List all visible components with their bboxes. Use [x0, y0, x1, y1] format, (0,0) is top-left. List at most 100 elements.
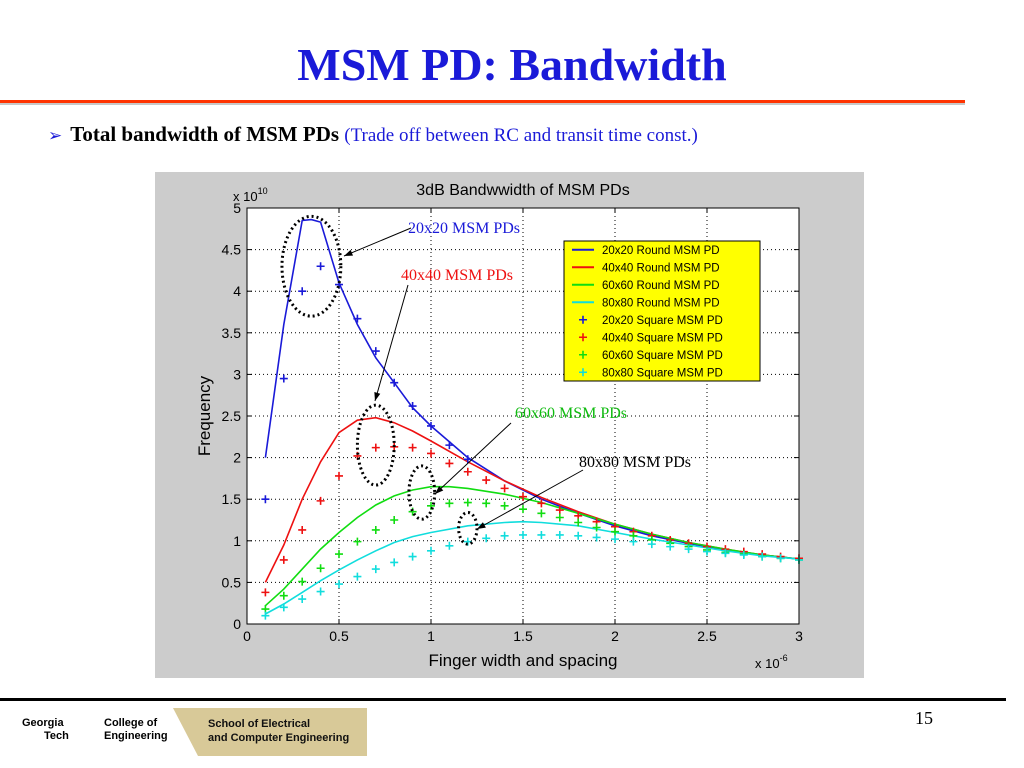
school-name: School of Electrical and Computer Engine…	[208, 717, 349, 745]
series-marker-4	[445, 441, 454, 450]
x-tick-label: 1	[427, 628, 435, 644]
series-marker-5	[482, 476, 491, 485]
series-marker-7	[684, 545, 693, 554]
legend-swatch	[579, 368, 587, 377]
x-tick-label: 0.5	[329, 628, 349, 644]
y-tick-label: 4	[233, 283, 241, 299]
series-marker-4	[298, 287, 307, 296]
bullet-point: ➢ Total bandwidth of MSM PDs (Trade off b…	[48, 122, 698, 147]
series-marker-6	[555, 513, 564, 522]
series-marker-6	[611, 527, 619, 536]
series-marker-6	[390, 516, 399, 524]
highlight-ellipse	[355, 403, 396, 487]
series-marker-7	[371, 565, 380, 574]
legend-entry: 80x80 Square MSM PD	[602, 367, 723, 379]
legend-entry: 80x80 Round MSM PD	[602, 297, 720, 309]
callout-label: 20x20 MSM PDs	[408, 220, 520, 237]
bullet-sub-text: (Trade off between RC and transit time c…	[344, 125, 698, 146]
college-of-engineering-block: College of Engineering	[98, 708, 198, 756]
series-marker-4	[279, 374, 288, 383]
series-marker-7	[261, 611, 270, 620]
series-marker-6	[592, 523, 601, 532]
series-marker-5	[371, 443, 380, 452]
callout-arrowhead	[477, 522, 486, 529]
series-marker-5	[427, 449, 435, 458]
x-tick-label: 1.5	[513, 628, 533, 644]
legend-swatch	[579, 350, 587, 359]
series-marker-7	[721, 549, 730, 558]
series-marker-7	[335, 580, 343, 589]
callout-arrowhead	[374, 392, 381, 401]
y-exponent: 10	[258, 186, 268, 196]
x-axis-label: Finger width and spacing	[428, 651, 617, 670]
highlight-ellipse	[457, 511, 479, 546]
footer-divider	[0, 698, 1006, 701]
series-marker-5	[298, 525, 307, 534]
y-tick-label: 1	[233, 533, 241, 549]
series-marker-6	[482, 499, 491, 508]
y-tick-label: 3	[233, 366, 241, 382]
series-marker-7	[298, 595, 307, 604]
legend-entry: 20x20 Round MSM PD	[602, 245, 720, 257]
y-tick-label: 5	[233, 200, 241, 216]
series-marker-7	[500, 531, 509, 540]
callout-label: 80x80 MSM PDs	[579, 454, 691, 471]
series-marker-7	[445, 541, 454, 550]
series-marker-4	[463, 455, 472, 464]
legend-swatch	[579, 315, 587, 324]
series-marker-4	[408, 402, 417, 411]
callout-arrow-line	[374, 284, 409, 402]
y-tick-label: 2	[233, 450, 241, 466]
series-marker-6	[519, 505, 527, 514]
series-marker-7	[611, 535, 619, 544]
series-marker-7	[776, 554, 785, 563]
x-tick-label: 3	[795, 628, 803, 644]
gt-line2: Tech	[44, 730, 69, 742]
series-marker-6	[353, 537, 362, 546]
legend-entry: 60x60 Round MSM PD	[602, 280, 720, 292]
title-divider-shadow	[0, 103, 965, 105]
x-tick-label: 0	[243, 628, 251, 644]
callout-label: 40x40 MSM PDs	[401, 267, 513, 284]
school-line2: and Computer Engineering	[208, 732, 350, 744]
series-marker-7	[427, 546, 435, 555]
series-marker-6	[316, 564, 325, 573]
series-marker-5	[463, 467, 472, 476]
series-marker-6	[445, 499, 454, 508]
series-marker-6	[298, 577, 307, 586]
page-number: 15	[915, 708, 933, 728]
series-marker-7	[537, 530, 546, 539]
legend-entry: 20x20 Square MSM PD	[602, 315, 723, 327]
x-tick-label: 2	[611, 628, 619, 644]
series-marker-7	[390, 558, 399, 567]
series-marker-6	[463, 498, 472, 507]
series-marker-7	[758, 552, 767, 561]
bandwidth-chart: 0 0.5 1 1.5 2 2.5 3 0 0.5 1 1.5 2 2.5 3 3.5 4 4.5 5 3dB Ba…	[195, 182, 803, 671]
series-marker-4	[261, 495, 270, 504]
title-divider	[0, 100, 965, 103]
callout-label: 60x60 MSM PDs	[515, 405, 627, 422]
coe-line2: Engineering	[104, 730, 168, 742]
gt-line1: Georgia	[22, 717, 64, 729]
slide-title: MSM PD: Bandwidth	[297, 39, 727, 90]
callout-arrow-line	[476, 469, 584, 530]
series-marker-7	[574, 531, 583, 540]
series-marker-7	[408, 552, 417, 561]
coe-line1: College of	[104, 717, 158, 729]
y-tick-label: 3.5	[222, 325, 242, 341]
y-tick-label: 4.5	[222, 242, 242, 258]
series-marker-5	[500, 484, 509, 493]
georgia-tech-wordmark: Georgia Tech	[18, 708, 99, 756]
legend-entry: 40x40 Round MSM PD	[602, 262, 720, 274]
callout-arrowhead	[344, 249, 353, 256]
series-marker-6	[574, 518, 583, 527]
plot-frame	[246, 207, 800, 625]
legend-box	[563, 240, 761, 382]
series-marker-4	[427, 421, 435, 430]
series-marker-5	[519, 492, 527, 501]
y-tick-label: 0.5	[222, 574, 242, 590]
school-line1: School of Electrical	[208, 718, 311, 730]
series-marker-7	[463, 537, 472, 546]
series-marker-4	[371, 347, 380, 356]
y-exponent-label: x 1010	[233, 186, 268, 204]
